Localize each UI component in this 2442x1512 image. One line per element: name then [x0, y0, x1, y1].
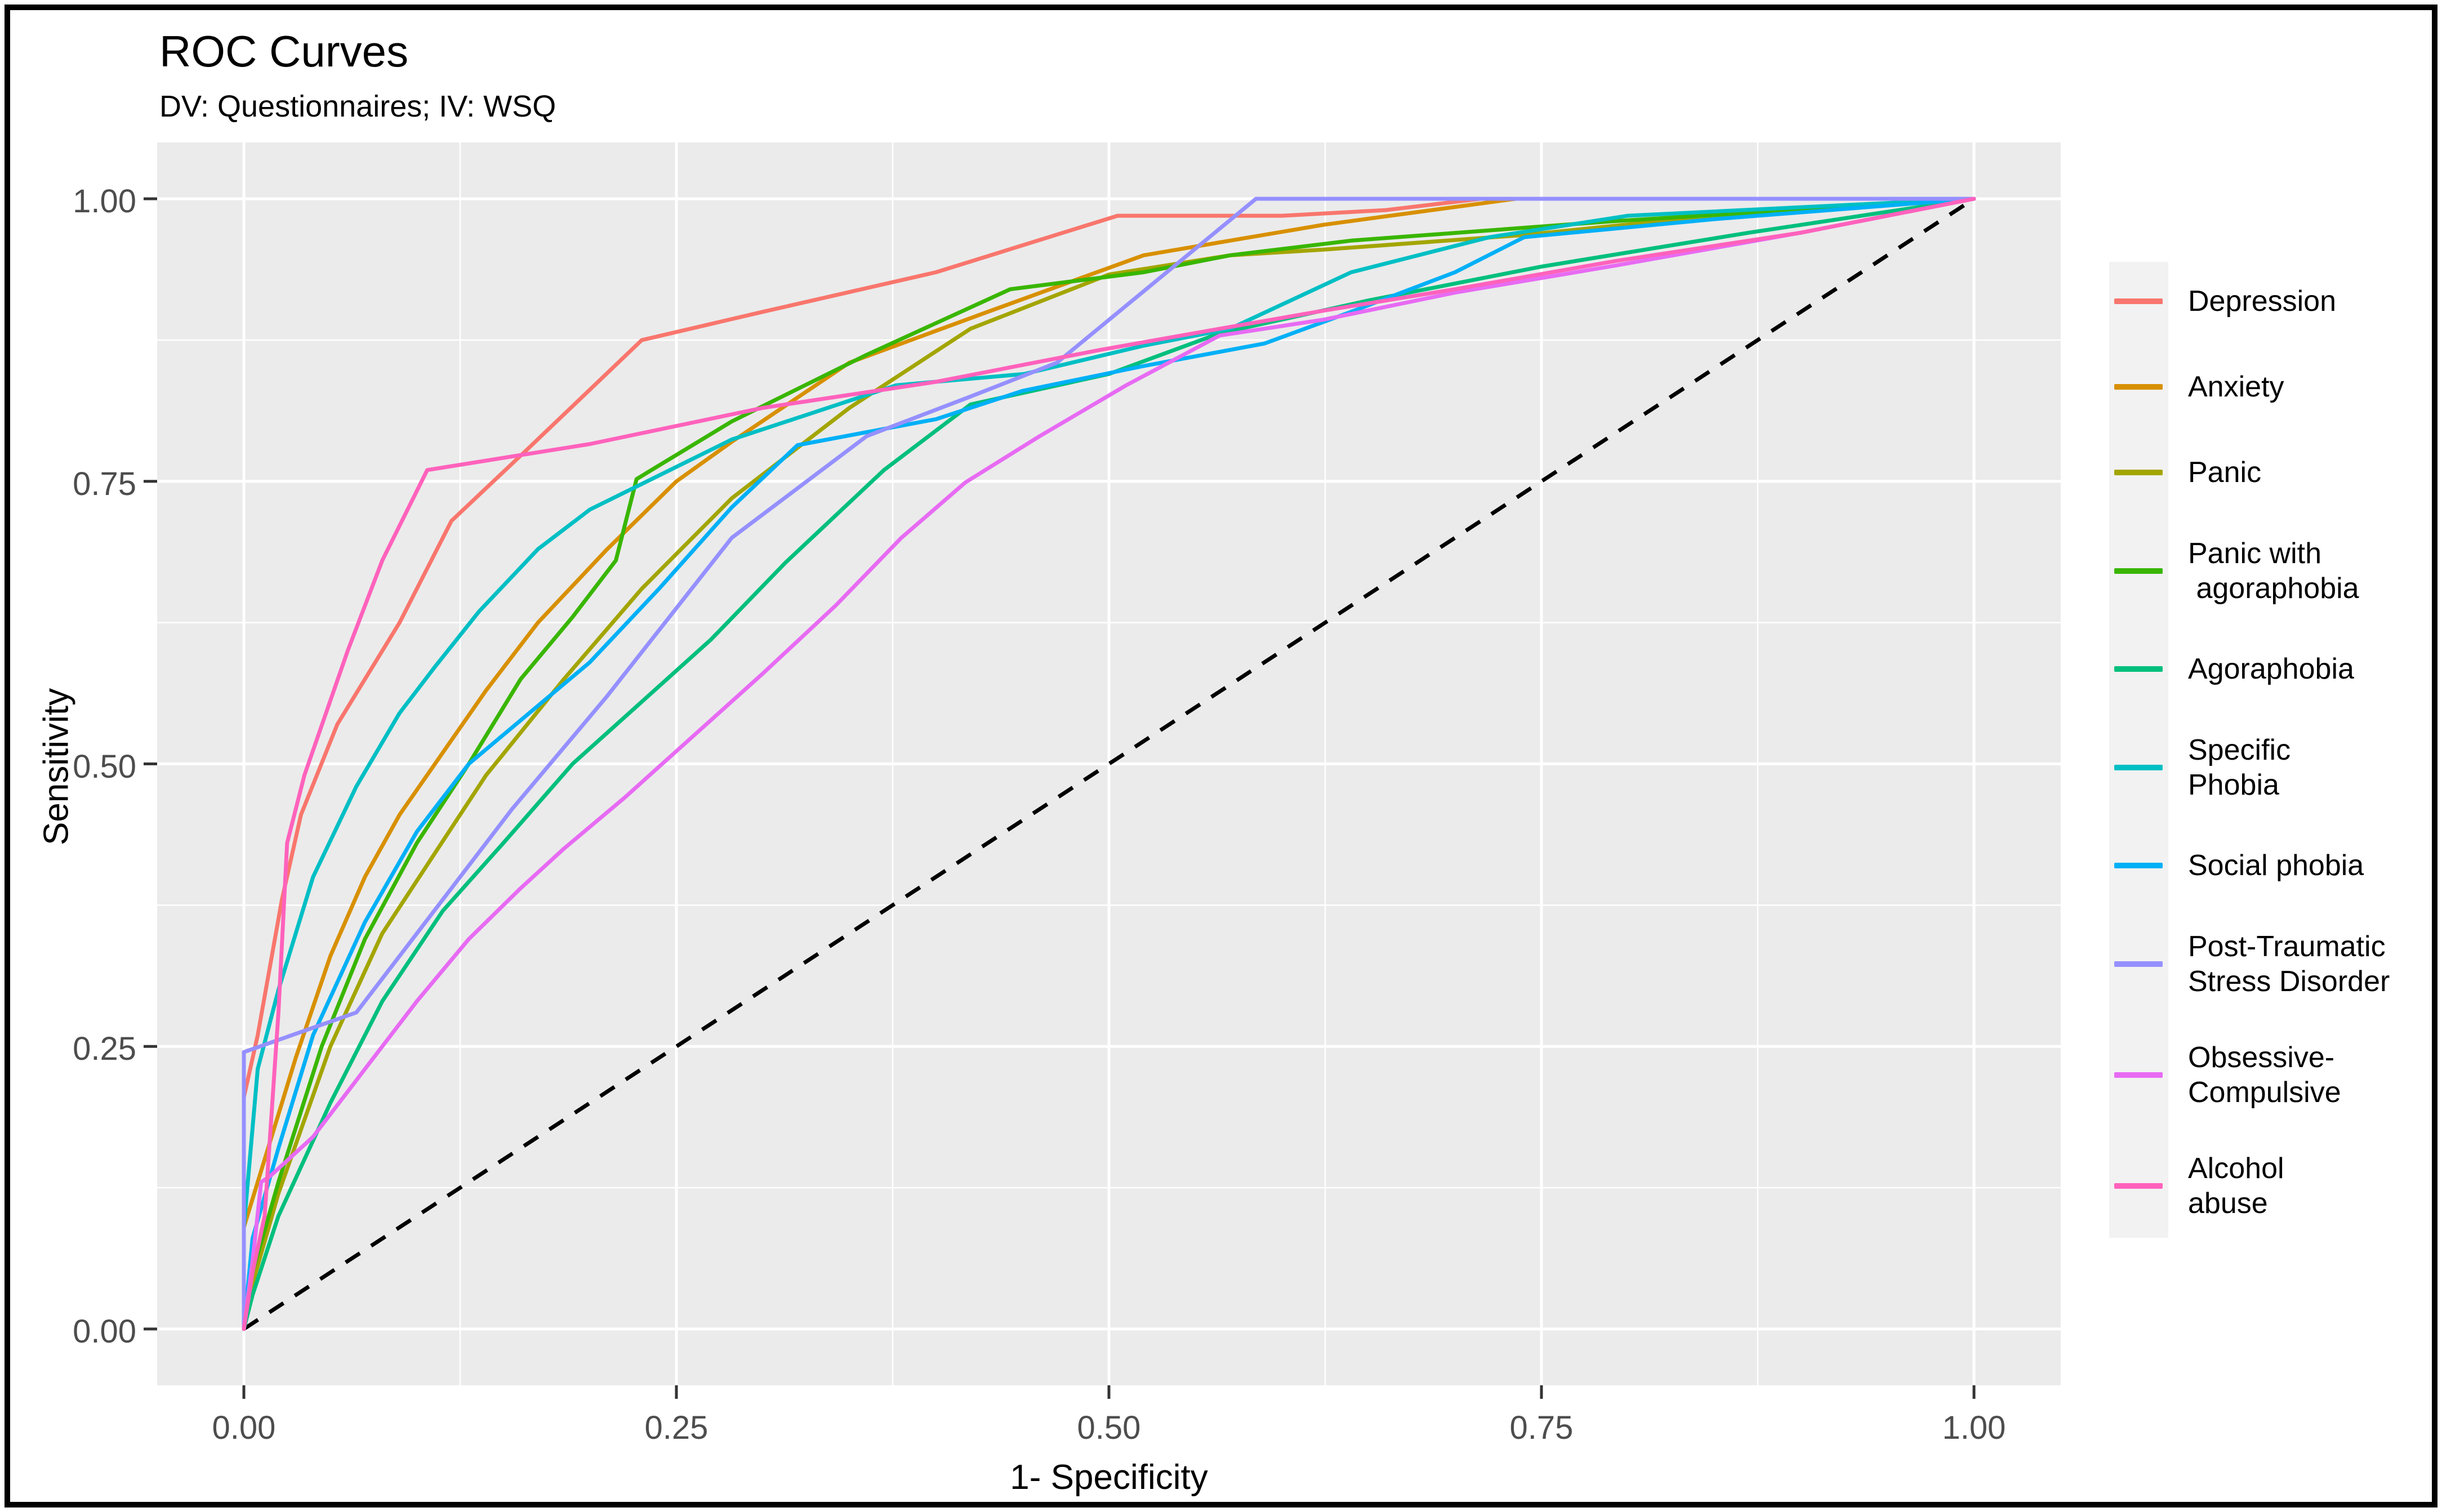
legend-key-swatch	[2114, 666, 2163, 672]
y-tick-label: 0.00	[73, 1313, 136, 1350]
legend-key-swatch	[2114, 568, 2163, 574]
x-axis-title: 1- Specificity	[1010, 1458, 1208, 1497]
legend: Depression Anxiety Panic Panic with agoraph…	[2109, 262, 2436, 1245]
legend-key-swatch	[2114, 298, 2163, 304]
legend-item: Depression	[2109, 262, 2436, 341]
legend-item: Obsessive- Compulsive	[2109, 1023, 2436, 1127]
reference-diagonal	[243, 197, 1975, 1331]
legend-item-label: Obsessive- Compulsive	[2188, 1041, 2341, 1109]
x-tick-label: 0.00	[212, 1410, 276, 1446]
legend-item-label: Panic with agoraphobia	[2188, 537, 2359, 605]
roc-curve-panic	[242, 197, 1976, 1331]
y-tick-label: 0.50	[73, 748, 136, 785]
roc-curve-social-phobia	[242, 197, 1976, 1331]
chart-title: ROC Curves	[159, 26, 409, 76]
x-tick-label: 0.25	[644, 1410, 708, 1446]
roc-curve-agoraphobia	[242, 197, 1976, 1331]
legend-item: Panic	[2109, 433, 2436, 512]
roc-curve-specific-phobia	[242, 197, 1976, 1331]
roc-curve-post-traumatic-stress-disorder	[242, 197, 1976, 1331]
legend-item-label: Anxiety	[2188, 371, 2284, 403]
legend-item-label: Agoraphobia	[2188, 653, 2354, 685]
legend-item: Social phobia	[2109, 826, 2436, 905]
x-tick-label: 0.75	[1509, 1410, 1574, 1446]
legend-key-swatch	[2114, 863, 2163, 868]
roc-curve-anxiety	[242, 197, 1976, 1331]
legend-item: Post-Traumatic Stress Disorder	[2109, 912, 2436, 1016]
legend-item: Specific Phobia	[2109, 715, 2436, 819]
legend-item: Agoraphobia	[2109, 630, 2436, 708]
legend-item-label: Specific Phobia	[2188, 733, 2291, 801]
roc-curve-obsessive-compulsive	[242, 197, 1976, 1331]
legend-item-label: Panic	[2188, 456, 2262, 489]
x-tick-label: 0.50	[1077, 1410, 1141, 1446]
chart-subtitle: DV: Questionnaires; IV: WSQ	[159, 90, 556, 123]
legend-item: Panic with agoraphobia	[2109, 519, 2436, 623]
y-tick-label: 1.00	[73, 183, 136, 220]
x-tick-label: 1.00	[1942, 1410, 2006, 1446]
legend-item-label: Social phobia	[2188, 849, 2364, 882]
legend-item-label: Depression	[2188, 285, 2337, 318]
legend-item: Anxiety	[2109, 347, 2436, 426]
legend-key-swatch	[2114, 1072, 2163, 1078]
legend-key-swatch	[2114, 384, 2163, 390]
legend-key-swatch	[2114, 1183, 2163, 1189]
roc-curve-panic-with-agoraphobia	[242, 197, 1976, 1331]
y-tick-label: 0.75	[73, 465, 136, 502]
roc-curve-alcohol-abuse	[242, 197, 1976, 1331]
legend-key-swatch	[2114, 764, 2163, 770]
legend-item-label: Alcohol abuse	[2188, 1152, 2284, 1220]
legend-key-swatch	[2114, 961, 2163, 967]
y-tick-label: 0.25	[73, 1031, 136, 1068]
roc-curve-depression	[242, 197, 1976, 1331]
legend-key-swatch	[2114, 470, 2163, 475]
legend-item-label: Post-Traumatic Stress Disorder	[2188, 930, 2390, 998]
legend-item: Alcohol abuse	[2109, 1134, 2436, 1238]
